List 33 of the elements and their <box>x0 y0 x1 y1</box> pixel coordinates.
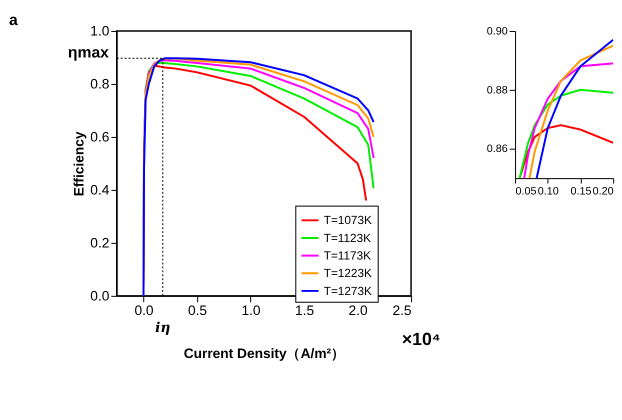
x-axis-title: Current Density（A/m²） <box>184 346 346 362</box>
legend-label: T=1273K <box>324 284 372 298</box>
x-tick-label: 0.05 <box>516 185 537 198</box>
y-tick-label: 0.2 <box>90 235 110 250</box>
x-tick-label: 0.10 <box>538 185 559 198</box>
y-tick-label: 0.8 <box>90 76 110 92</box>
x-tick-label: 0.0 <box>134 302 154 318</box>
x-tick-label: 1.5 <box>294 302 314 318</box>
legend-label: T=1223K <box>324 267 372 280</box>
y-tick-label: 0.86 <box>486 143 508 156</box>
line-series <box>518 124 614 178</box>
text: ×10⁴ <box>402 328 440 349</box>
y-tick-label: 1.0 <box>90 23 110 38</box>
y-tick-label: 0.4 <box>90 182 110 198</box>
y-tick-label: 0.6 <box>90 129 110 144</box>
legend-label: T=1123K <box>324 232 372 245</box>
y-tick-label: 0.90 <box>486 25 508 38</box>
x-tick-label: 0.15 <box>570 185 592 198</box>
line-series <box>518 88 614 178</box>
x-tick-label: 2.0 <box>348 302 368 318</box>
x-tick-label: 0.20 <box>592 185 614 198</box>
x-tick-label: 1.0 <box>241 302 261 318</box>
ref-line-label: iη <box>155 320 170 336</box>
x-tick-label: 0.5 <box>188 302 208 318</box>
legend-label: T=1173K <box>324 250 372 263</box>
chart-title: a <box>9 12 18 30</box>
y-tick-label: 0.88 <box>486 84 508 96</box>
y-axis-title: Efficiency <box>71 131 86 196</box>
y-tick-label: 0.0 <box>90 288 110 304</box>
line-series <box>523 62 614 178</box>
x-tick-label: 2.5 <box>392 302 412 318</box>
legend-label: T=1073K <box>324 214 372 228</box>
ref-line-label: ηmax <box>68 44 110 62</box>
